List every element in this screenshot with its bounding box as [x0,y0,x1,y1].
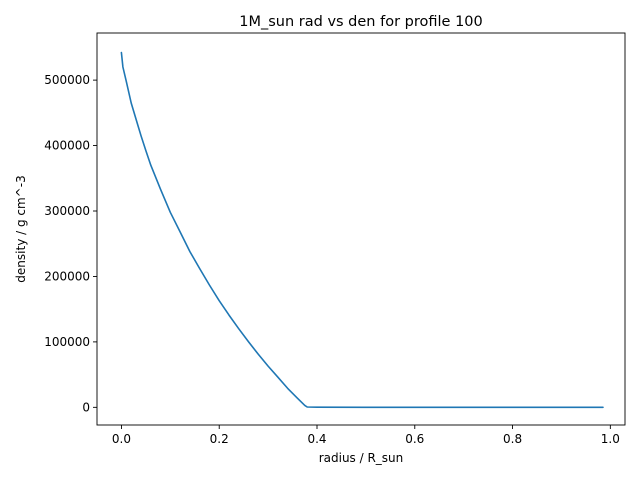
x-tick-label: 0.2 [210,432,229,446]
y-tick-label: 500000 [44,73,90,87]
x-tick-label: 0.0 [112,432,131,446]
x-tick-label: 0.8 [503,432,522,446]
x-tick-label: 0.6 [405,432,424,446]
chart-title: 1M_sun rad vs den for profile 100 [239,14,483,30]
y-tick-label: 300000 [44,204,90,218]
y-tick-label: 100000 [44,335,90,349]
x-tick-label: 0.4 [307,432,326,446]
y-tick-label: 200000 [44,269,90,283]
series-layer [120,51,604,409]
x-tick-label: 1.0 [601,432,620,446]
x-axis: 0.0 0.2 0.4 0.6 0.8 1.0 [112,425,620,446]
y-axis: 0 100000 200000 300000 400000 500000 [44,73,97,414]
axes-frame [96,32,626,426]
plot-area [96,32,626,426]
y-tick-label: 0 [82,400,90,414]
x-axis-label: radius / R_sun [319,451,404,465]
density-series-line [120,51,604,409]
y-tick-label: 400000 [44,139,90,153]
y-axis-label: density / g cm^-3 [14,175,28,282]
